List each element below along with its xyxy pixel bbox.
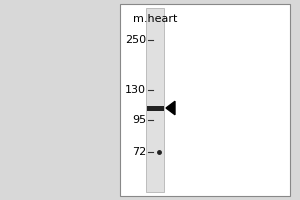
Text: m.heart: m.heart <box>133 14 177 24</box>
Text: 72: 72 <box>132 147 146 157</box>
Text: 130: 130 <box>125 85 146 95</box>
Text: 95: 95 <box>132 115 146 125</box>
Polygon shape <box>166 101 175 115</box>
Bar <box>146 8 164 192</box>
Bar <box>120 4 290 196</box>
Text: 250: 250 <box>125 35 146 45</box>
Bar <box>147 106 164 110</box>
